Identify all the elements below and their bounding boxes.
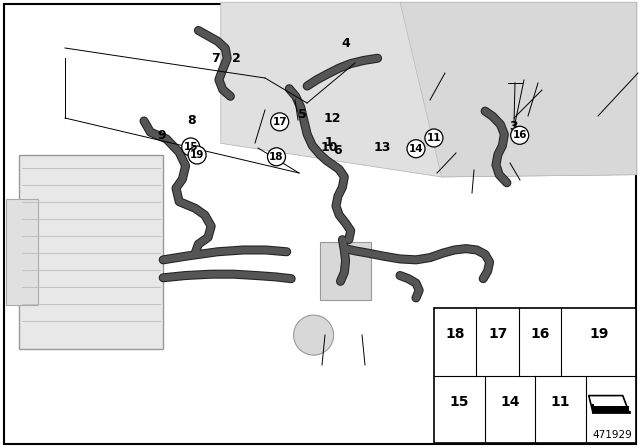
Text: 19: 19 — [589, 327, 608, 341]
Text: 471929: 471929 — [592, 430, 632, 440]
Text: 10: 10 — [320, 141, 338, 155]
Polygon shape — [400, 2, 637, 177]
Text: 2: 2 — [232, 52, 241, 65]
Circle shape — [407, 140, 425, 158]
Circle shape — [268, 148, 285, 166]
Text: 13: 13 — [374, 141, 392, 155]
Circle shape — [425, 129, 443, 147]
Text: 15: 15 — [449, 395, 469, 409]
Circle shape — [511, 126, 529, 144]
Text: 12: 12 — [324, 112, 342, 125]
Text: 7: 7 — [211, 52, 220, 65]
Circle shape — [271, 113, 289, 131]
Polygon shape — [320, 242, 371, 300]
Text: 8: 8 — [188, 114, 196, 128]
Text: 17: 17 — [273, 117, 287, 127]
Text: 4: 4 — [341, 37, 350, 51]
Text: 16: 16 — [531, 327, 550, 341]
Polygon shape — [593, 405, 628, 412]
Text: 18: 18 — [445, 327, 465, 341]
Text: 9: 9 — [157, 129, 166, 142]
Text: 14: 14 — [500, 395, 520, 409]
Text: 16: 16 — [513, 130, 527, 140]
Text: 6: 6 — [333, 143, 342, 157]
Text: 14: 14 — [409, 144, 423, 154]
Text: 19: 19 — [190, 150, 204, 160]
Text: 3: 3 — [509, 120, 518, 134]
Circle shape — [294, 315, 333, 355]
Polygon shape — [221, 2, 637, 177]
Text: 5: 5 — [298, 108, 307, 121]
Bar — [434, 308, 636, 443]
Polygon shape — [19, 155, 163, 349]
Text: 17: 17 — [488, 327, 508, 341]
Circle shape — [188, 146, 206, 164]
Text: 18: 18 — [269, 152, 284, 162]
Text: 11: 11 — [550, 395, 570, 409]
Text: 15: 15 — [184, 142, 198, 152]
Polygon shape — [6, 199, 38, 305]
Circle shape — [182, 138, 200, 156]
Text: 11: 11 — [427, 133, 441, 143]
Text: 1: 1 — [324, 136, 333, 149]
